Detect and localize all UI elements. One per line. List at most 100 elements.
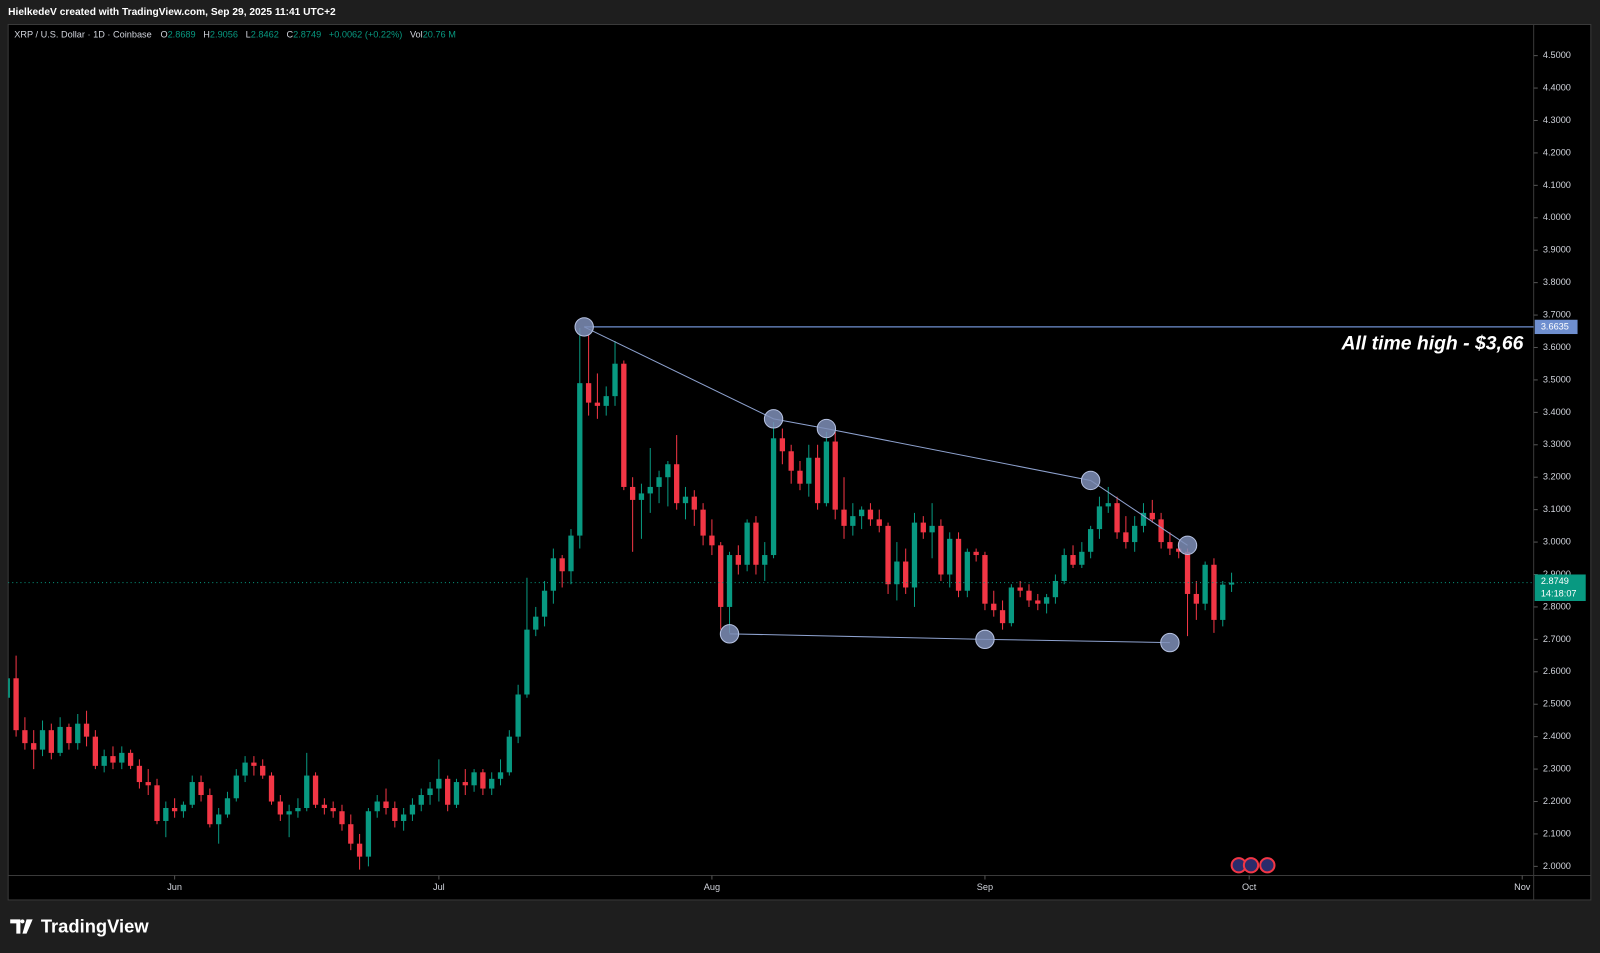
candle-body xyxy=(436,778,442,789)
candle-body xyxy=(762,555,768,565)
candle-body xyxy=(445,778,451,805)
candle-body xyxy=(841,509,847,526)
candle-body xyxy=(392,807,398,821)
candle-body xyxy=(233,775,239,799)
candle-body xyxy=(524,629,530,695)
candle-body xyxy=(594,402,601,406)
candle-body xyxy=(858,509,865,517)
logo: TradingView xyxy=(10,915,149,936)
x-tick-label: Aug xyxy=(704,882,720,892)
legend-value: 2.9056 xyxy=(210,30,238,40)
candle-body xyxy=(506,736,512,773)
candle-body xyxy=(66,726,72,744)
candle-body xyxy=(920,522,926,533)
y-tick-label: 2.3000 xyxy=(1543,764,1571,774)
candle-body xyxy=(1176,548,1182,552)
candle-body xyxy=(612,363,618,397)
candle-body xyxy=(13,678,19,731)
y-tick-label: 2.1000 xyxy=(1543,828,1571,838)
candle-body xyxy=(1158,519,1164,543)
y-tick-label: 3.4000 xyxy=(1543,407,1571,417)
candle-body xyxy=(400,814,407,821)
trendline-anchor xyxy=(1080,470,1101,491)
candle-body xyxy=(251,762,257,766)
trendline-anchor xyxy=(975,629,995,650)
ath-price-box xyxy=(1534,319,1578,335)
candle-body xyxy=(418,795,424,805)
logo-mark xyxy=(10,919,33,934)
candle-body xyxy=(110,756,116,763)
candle-body xyxy=(656,477,662,487)
candle-body xyxy=(691,496,697,510)
y-tick-label: 4.5000 xyxy=(1543,50,1571,60)
candle-body xyxy=(973,551,979,556)
candle-body xyxy=(938,525,944,575)
legend-value: 2.8689 xyxy=(168,30,196,40)
candle-body xyxy=(947,538,953,575)
candle-body xyxy=(171,807,178,812)
legend-label: O xyxy=(160,30,167,40)
candle-body xyxy=(453,782,460,805)
candle-body xyxy=(1087,529,1094,552)
y-tick-label: 3.7000 xyxy=(1543,309,1571,319)
candle-body xyxy=(955,538,962,591)
candle-body xyxy=(903,561,909,588)
candle-body xyxy=(1017,587,1023,591)
candle-body xyxy=(515,694,521,737)
y-tick-label: 2.8000 xyxy=(1543,601,1571,611)
legend-label: H xyxy=(203,30,210,40)
candle-body xyxy=(304,775,310,808)
y-tick-label: 3.3000 xyxy=(1543,439,1571,449)
candle-body xyxy=(674,464,680,504)
candle-body xyxy=(1220,584,1226,620)
y-tick-label: 4.3000 xyxy=(1543,115,1571,125)
candle-body xyxy=(48,730,54,753)
candle-body xyxy=(665,464,671,478)
candle-body xyxy=(876,519,882,526)
candle-body xyxy=(312,775,319,805)
candle-body xyxy=(163,807,169,821)
candle-body xyxy=(629,486,636,500)
candle-body xyxy=(1052,580,1059,598)
y-tick-label: 4.4000 xyxy=(1543,82,1571,92)
y-tick-label: 3.8000 xyxy=(1543,277,1571,287)
candle-body xyxy=(224,798,231,815)
candle-body xyxy=(1008,587,1015,624)
candle-body xyxy=(753,522,759,565)
legend-label: C xyxy=(287,30,294,40)
candle-body xyxy=(1193,593,1199,604)
candle-body xyxy=(885,525,891,585)
candle-body xyxy=(726,555,733,607)
y-tick-label: 2.0000 xyxy=(1543,861,1571,871)
candle-body xyxy=(242,762,248,776)
candle-body xyxy=(198,782,204,796)
candle-body xyxy=(550,558,557,591)
candle-body xyxy=(770,438,777,556)
candle-body xyxy=(1043,597,1050,604)
ath-annotation: All time high - $3,66 xyxy=(1341,332,1524,354)
candle-body xyxy=(471,772,477,786)
candle-body xyxy=(480,772,486,789)
candle-body xyxy=(964,551,970,591)
candle-body xyxy=(260,765,266,776)
x-tick-label: Oct xyxy=(1242,882,1257,892)
y-tick-label: 2.9000 xyxy=(1543,569,1571,579)
y-tick-label: 2.4000 xyxy=(1543,731,1571,741)
candle-body xyxy=(867,509,874,520)
candle-body xyxy=(577,383,583,536)
candle-body xyxy=(321,804,328,808)
candle-body xyxy=(1202,564,1208,604)
candle-body xyxy=(1184,551,1191,594)
candle-body xyxy=(1114,503,1120,533)
candle-body xyxy=(1070,555,1076,565)
candle-body xyxy=(1140,512,1147,526)
candle-body xyxy=(621,363,627,487)
countdown: 14:18:07 xyxy=(1541,588,1577,598)
axes: 2.0000 2.1000 2.2000 2.3000 2.4000 2.5000 2.60… xyxy=(167,50,1586,892)
candle-body xyxy=(541,590,548,617)
candle-body xyxy=(268,775,275,802)
candle-body xyxy=(39,730,46,750)
trendline-anchor xyxy=(719,624,740,644)
current-price-label: 2.8749 xyxy=(1541,576,1569,586)
